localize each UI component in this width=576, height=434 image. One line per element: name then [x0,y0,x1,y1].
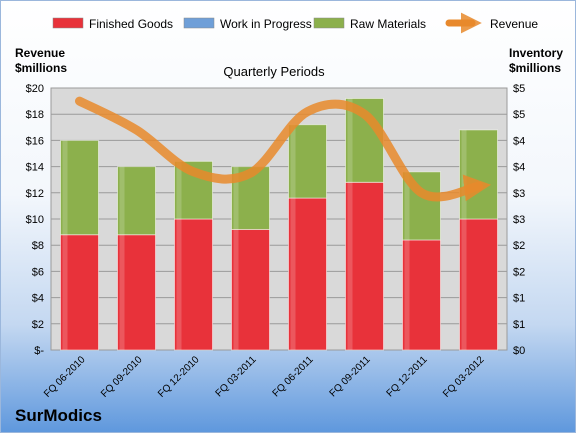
left-tick-label: $14 [26,162,44,174]
bar-finished-goods [402,239,441,351]
bar-finished-goods [288,197,327,351]
bar-highlight [347,182,353,350]
x-tick-label: FQ 06-2011 [271,354,316,399]
bar-highlight [347,98,353,183]
bar-highlight [233,229,239,350]
legend-label: Work in Progress [220,17,312,31]
chart-title: Quarterly Periods [223,64,325,79]
legend-label: Raw Materials [350,17,426,31]
right-axis-label-line2: $millions [508,61,561,75]
legend-label: Revenue [490,17,538,31]
legend-swatch [183,17,215,29]
right-tick-label: $5 [513,83,525,95]
revenue-line [75,96,492,202]
right-axis-label: Inventory $millions [509,46,563,76]
legend: Finished Goods Work in Progress Raw Materi… [52,12,538,34]
bar-highlight [62,234,68,350]
left-tick-label: $2 [32,319,44,331]
right-axis-label-line1: Inventory [508,46,563,60]
bar-highlight [461,129,467,219]
right-tick-label: $3 [513,214,525,226]
x-tick-label: FQ 03-2012 [441,354,487,400]
x-tick-label: FQ 06-2010 [42,354,88,400]
left-axis-label-line1: Revenue [15,46,66,60]
legend-label: Finished Goods [89,17,173,31]
left-tick-label: $4 [32,293,44,305]
bar-highlight [62,140,68,235]
x-tick-label: FQ 03-2011 [214,354,259,399]
bar-finished-goods [174,218,213,351]
left-tick-label: $12 [26,188,44,200]
bar-highlight [176,161,182,219]
x-tick-label: FQ 12-2010 [156,354,202,400]
legend-swatch [52,17,84,29]
left-tick-label: $6 [32,266,44,278]
bar-raw-materials [117,166,156,236]
right-tick-label: $2 [513,240,525,252]
bar-highlight [404,171,410,240]
bar-highlight [290,198,296,350]
x-tick-label: FQ 09-2010 [99,354,145,400]
bar-highlight [233,166,239,230]
company-name: SurModics [15,406,102,425]
left-tick-label: $8 [32,240,44,252]
right-tick-label: $0 [513,345,525,357]
x-tick-label: FQ 12-2011 [385,354,430,399]
left-tick-label: $- [34,345,44,357]
bar-highlight [119,234,125,350]
bar-highlight [119,166,125,235]
left-axis-label-line2: $millions [15,61,68,75]
bar-finished-goods [117,234,156,351]
bar-raw-materials [60,139,99,236]
right-tick-label: $2 [513,266,525,278]
right-tick-label: $1 [513,293,525,305]
bar-raw-materials [288,124,327,199]
legend-swatch [313,17,345,29]
bar-highlight [176,219,182,350]
right-tick-label: $1 [513,319,525,331]
revenue-line-path [75,96,492,202]
bar-highlight [290,124,296,199]
left-axis-label: Revenue $millions [15,46,67,76]
x-tick-label: FQ 09-2011 [328,354,373,399]
left-tick-label: $20 [26,83,44,95]
bar-highlight [461,219,467,350]
right-tick-label: $5 [513,109,525,121]
right-tick-label: $3 [513,188,525,200]
left-tick-label: $10 [26,214,44,226]
left-tick-label: $18 [26,109,44,121]
right-tick-label: $4 [513,135,525,147]
left-tick-label: $16 [26,135,44,147]
right-tick-label: $4 [513,162,525,174]
bar-finished-goods [60,234,99,351]
bar-raw-materials [459,129,498,220]
bar-highlight [404,239,410,350]
bar-finished-goods [231,228,270,351]
